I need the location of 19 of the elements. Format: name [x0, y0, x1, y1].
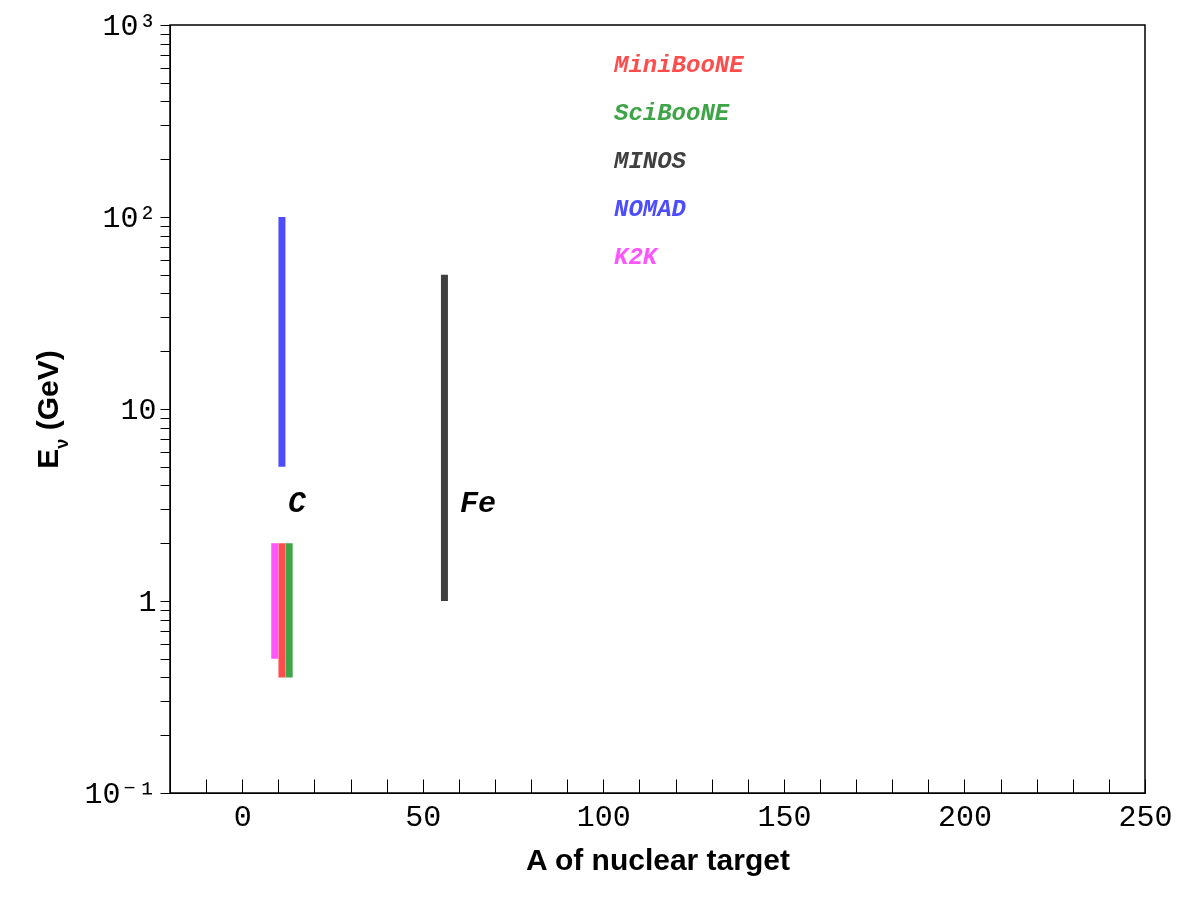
x-tick-label: 200 — [937, 800, 992, 835]
annotation: Fe — [460, 487, 497, 521]
x-tick-label: 0 — [233, 800, 252, 835]
x-tick-label: 250 — [1118, 800, 1173, 835]
text: MINOS — [613, 148, 687, 175]
text: K2K — [614, 244, 660, 271]
annotation: C — [288, 487, 307, 521]
x-tick-label: 150 — [757, 800, 812, 835]
y-tick-label: 1 — [138, 585, 157, 620]
x-tick-label: 50 — [405, 800, 442, 835]
y-tick-label: 10 — [120, 393, 157, 428]
text: SciBooNE — [614, 100, 730, 127]
y-tick-label: 10² — [102, 201, 157, 236]
x-tick-label: 100 — [576, 800, 631, 835]
x-axis-title: A of nuclear target — [526, 842, 790, 876]
y-tick-label: 10³ — [102, 9, 157, 44]
y-tick-label: 10⁻¹ — [84, 777, 157, 812]
text: NOMAD — [614, 196, 687, 223]
text: MiniBooNE — [613, 52, 745, 79]
